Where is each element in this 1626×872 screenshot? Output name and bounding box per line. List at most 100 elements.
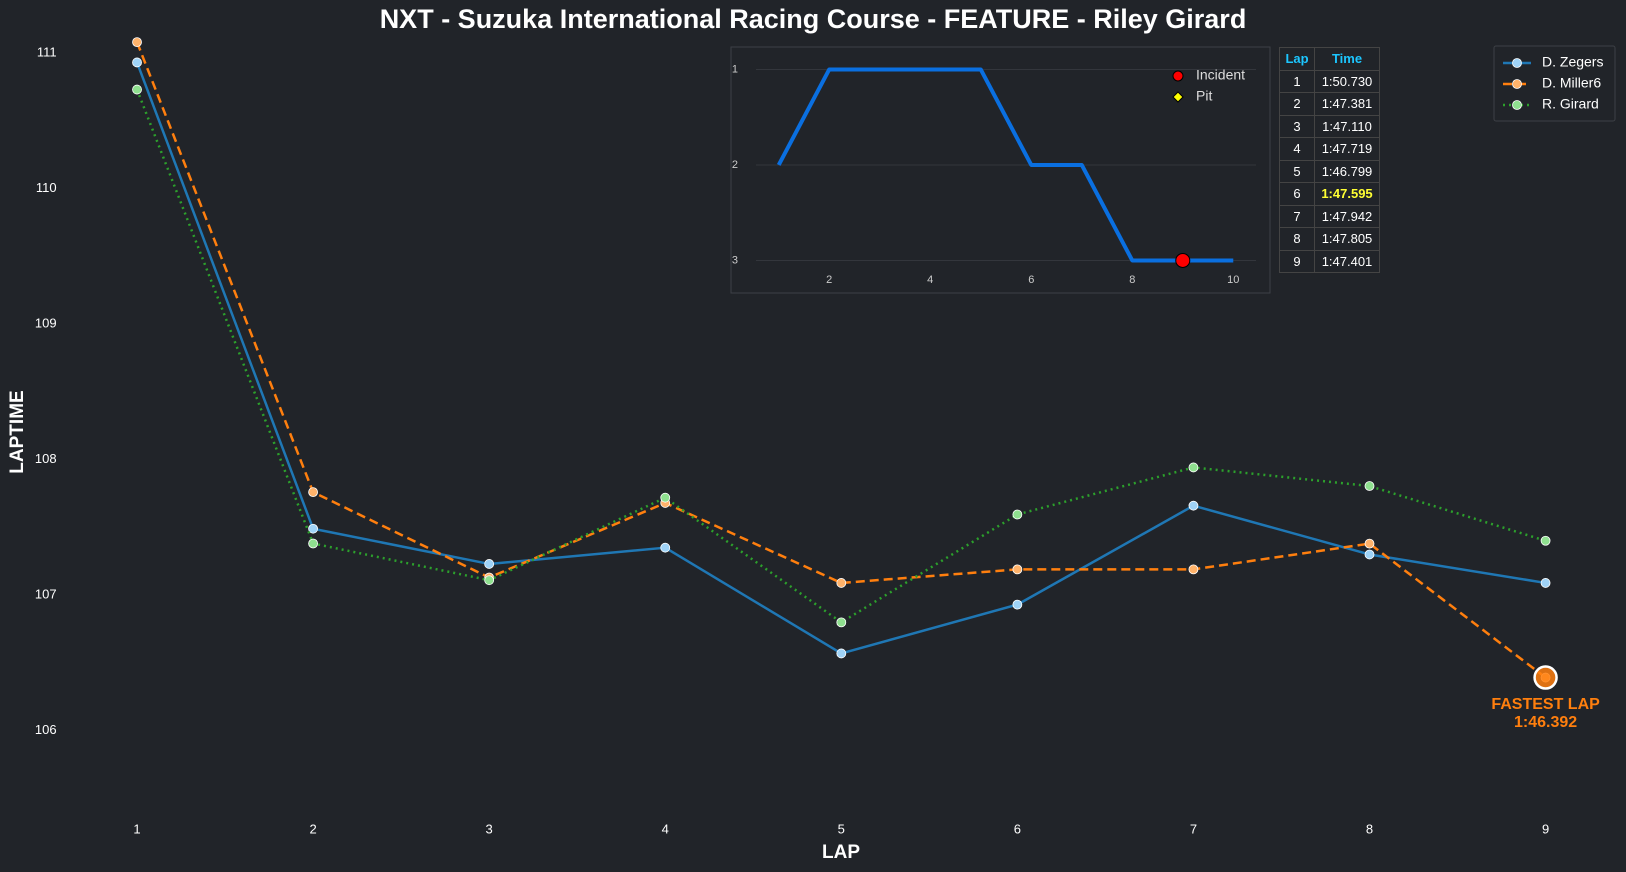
x-tick-label: 8 <box>1129 274 1135 286</box>
data-point <box>484 559 495 569</box>
table-cell: 1:47.942 <box>1314 204 1380 228</box>
data-point <box>1540 578 1551 588</box>
data-point <box>1364 538 1375 549</box>
x-tick-label: 6 <box>1028 274 1034 286</box>
series-line <box>135 41 1547 679</box>
x-tick-label: 6 <box>1014 821 1021 836</box>
data-point <box>836 617 847 628</box>
table-cell: 1:47.719 <box>1314 137 1380 161</box>
table-cell: 1:47.381 <box>1314 92 1380 116</box>
data-point <box>132 84 142 95</box>
table-row: 9 1:47.401 <box>1279 249 1380 273</box>
data-point <box>308 523 318 534</box>
table-cell: 1:47.401 <box>1314 249 1380 273</box>
y-axis-label: LAPTIME <box>7 390 28 473</box>
data-point <box>132 37 142 48</box>
y-tick-label: 3 <box>732 254 738 266</box>
y-tick-label: 106 <box>35 722 57 737</box>
table-row: 8 1:47.805 <box>1279 227 1380 251</box>
table-cell: 3 <box>1279 114 1315 138</box>
data-point <box>1364 481 1375 491</box>
table-cell: 1:47.110 <box>1314 114 1380 138</box>
table-cell: 2 <box>1279 92 1315 116</box>
x-tick-label: 2 <box>309 821 316 836</box>
x-tick-label: 10 <box>1227 274 1239 286</box>
legend-marker <box>1512 100 1522 110</box>
x-axis-label: LAP <box>822 842 860 863</box>
x-tick-label: 5 <box>838 821 845 836</box>
data-point <box>1364 549 1375 560</box>
legend-label: Incident <box>1196 67 1245 83</box>
table-cell: 6 <box>1279 182 1315 206</box>
legend-marker <box>1512 79 1522 89</box>
data-point <box>1188 564 1199 575</box>
x-tick-label: 7 <box>1190 821 1197 836</box>
inset-frame <box>730 46 1271 294</box>
data-point <box>132 57 142 68</box>
legend-label: R. Girard <box>1542 96 1599 112</box>
table-cell: 4 <box>1279 137 1315 161</box>
annotation-marker <box>1533 665 1558 690</box>
data-point <box>308 538 318 549</box>
legend-marker <box>1512 58 1522 68</box>
data-point <box>660 542 671 553</box>
data-point <box>836 578 847 588</box>
legend-label: Pit <box>1196 88 1212 104</box>
header-cell: Lap <box>1279 47 1315 71</box>
table-header: Lap Time <box>1279 47 1380 71</box>
annotation-text: 1:46.392 <box>1514 714 1577 731</box>
data-point <box>1012 599 1023 610</box>
y-tick-label: 108 <box>35 451 57 466</box>
table-row: 3 1:47.110 <box>1279 114 1380 138</box>
table-cell: 8 <box>1279 227 1315 251</box>
data-point <box>836 648 847 659</box>
table-cell: 1:50.730 <box>1314 69 1380 93</box>
table-cell: 7 <box>1279 204 1315 228</box>
data-point <box>308 487 318 498</box>
data-point <box>1012 564 1023 575</box>
table-row: 1 1:50.730 <box>1279 69 1380 93</box>
legend-frame <box>1493 45 1616 122</box>
legend-marker <box>1172 91 1184 103</box>
y-tick-label: 2 <box>732 159 738 171</box>
table-row: 7 1:47.942 <box>1279 204 1380 228</box>
y-tick-label: 107 <box>35 587 57 602</box>
annotation-text: FASTEST LAP <box>1491 696 1600 713</box>
table-row: 6 1:47.595 <box>1279 182 1380 206</box>
data-point <box>1188 462 1199 473</box>
x-tick-label: 2 <box>826 274 832 286</box>
series-line <box>776 67 1234 263</box>
data-point <box>1540 535 1551 546</box>
table-row: 4 1:47.719 <box>1279 137 1380 161</box>
legend-label: D. Miller6 <box>1542 75 1601 91</box>
legend-label: D. Zegers <box>1542 54 1603 70</box>
data-point <box>1012 509 1023 520</box>
x-tick-label: 9 <box>1542 821 1549 836</box>
x-tick-label: 4 <box>927 274 933 286</box>
series-line <box>135 89 1546 624</box>
table-cell: 1 <box>1279 69 1315 93</box>
x-tick-label: 3 <box>486 821 493 836</box>
x-tick-label: 4 <box>662 821 669 836</box>
y-tick-label: 111 <box>37 44 57 59</box>
y-tick-label: 1 <box>732 63 738 75</box>
table-cell: 9 <box>1279 249 1315 273</box>
y-tick-label: 109 <box>35 315 57 330</box>
header-cell: Time <box>1314 47 1380 71</box>
table-row: 2 1:47.381 <box>1279 92 1380 116</box>
table-cell: 1:47.595 <box>1314 182 1380 206</box>
lap-table: Lap Time 1 1:50.730 2 1:47.381 3 1:47.110 4 1:4… <box>1279 47 1380 273</box>
x-tick-label: 8 <box>1366 821 1373 836</box>
table-cell: 1:46.799 <box>1314 159 1380 183</box>
table-cell: 5 <box>1279 159 1315 183</box>
data-point <box>484 575 495 586</box>
data-point <box>1188 500 1199 511</box>
chart-title: NXT - Suzuka International Racing Course… <box>380 4 1247 34</box>
table-row: 5 1:46.799 <box>1279 159 1380 183</box>
y-tick-label: 110 <box>36 180 57 195</box>
event-marker <box>1175 252 1191 268</box>
legend-marker <box>1172 70 1184 82</box>
data-point <box>660 492 671 503</box>
